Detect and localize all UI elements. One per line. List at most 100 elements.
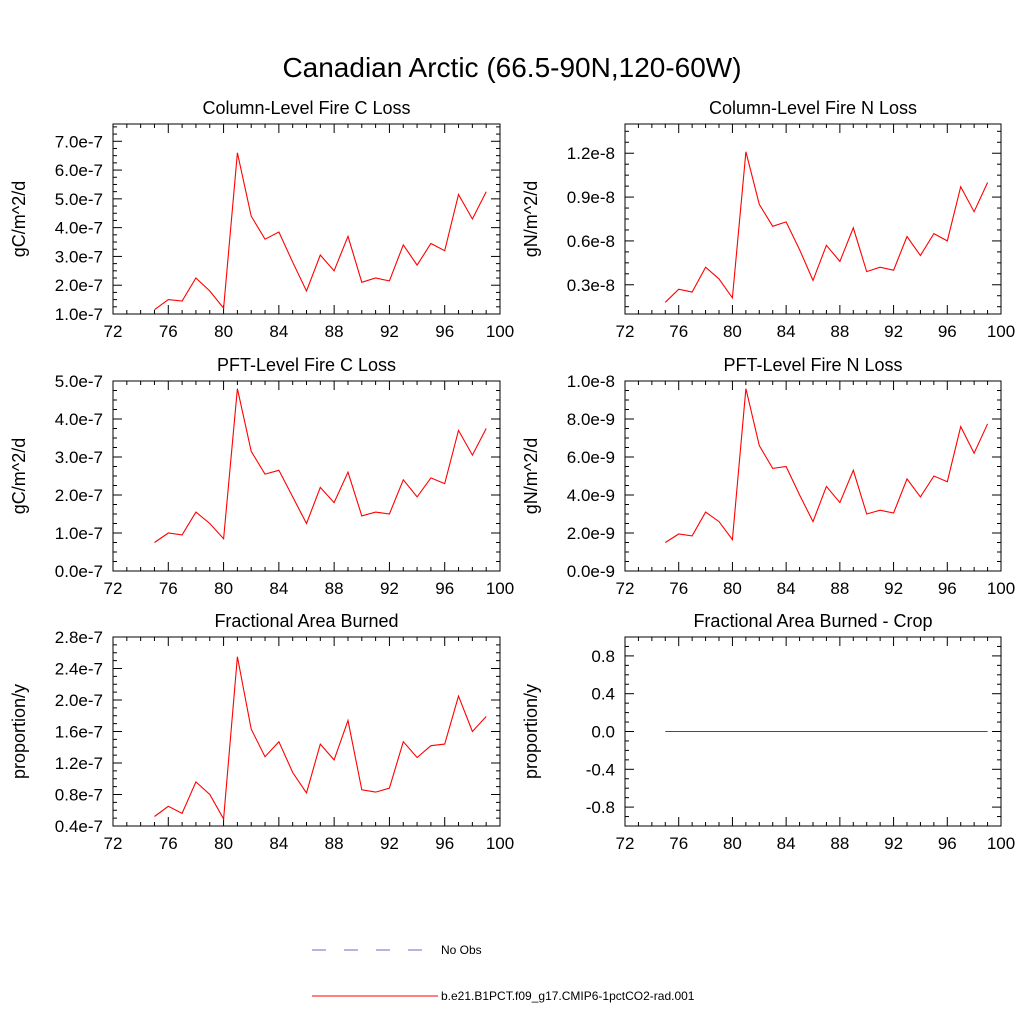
chart-title: Column-Level Fire C Loss xyxy=(202,98,410,118)
x-tick-label: 88 xyxy=(830,322,849,341)
x-tick-label: 84 xyxy=(777,322,796,341)
series-line xyxy=(154,656,487,821)
legend-label: No Obs xyxy=(441,943,482,957)
y-tick-label: 6.0e-9 xyxy=(567,448,615,467)
x-tick-label: 72 xyxy=(104,322,123,341)
x-tick-label: 92 xyxy=(380,579,399,598)
y-tick-label: 5.0e-7 xyxy=(55,190,103,209)
y-tick-label: 0.9e-8 xyxy=(567,188,615,207)
x-tick-label: 80 xyxy=(723,579,742,598)
x-tick-label: 80 xyxy=(723,834,742,853)
x-tick-label: 88 xyxy=(325,322,344,341)
y-tick-label: -0.8 xyxy=(586,798,615,817)
x-tick-label: 76 xyxy=(159,322,178,341)
x-tick-label: 100 xyxy=(486,834,514,853)
y-tick-label: 1.2e-8 xyxy=(567,144,615,163)
y-tick-label: 0.4 xyxy=(591,685,615,704)
x-tick-label: 76 xyxy=(669,579,688,598)
chart-title: PFT-Level Fire N Loss xyxy=(723,355,902,375)
x-tick-label: 84 xyxy=(777,579,796,598)
y-tick-label: 0.8e-7 xyxy=(55,786,103,805)
x-tick-label: 80 xyxy=(214,579,233,598)
chart-panel-5: Fractional Area Burned proportion/y 72 76 80… xyxy=(9,611,514,853)
chart-panels: Column-Level Fire C Loss gC/m^2/d 72 76 80 84… xyxy=(9,98,1015,853)
plot-frame xyxy=(112,380,501,572)
series-line xyxy=(154,388,487,543)
legend: No Obs b.e21.B1PCT.f09_g17.CMIP6-1pctCO2-… xyxy=(312,943,695,1003)
y-tick-label: 0.0 xyxy=(591,723,615,742)
legend-label: b.e21.B1PCT.f09_g17.CMIP6-1pctCO2-rad.00… xyxy=(441,989,695,1003)
x-tick-label: 96 xyxy=(435,834,454,853)
x-tick-label: 100 xyxy=(987,579,1015,598)
x-tick-label: 92 xyxy=(380,322,399,341)
x-tick-label: 100 xyxy=(987,322,1015,341)
x-tick-label: 96 xyxy=(435,579,454,598)
x-tick-label: 92 xyxy=(380,834,399,853)
y-tick-label: 0.0e-9 xyxy=(567,562,615,581)
y-tick-label: 4.0e-7 xyxy=(55,410,103,429)
y-tick-label: 1.2e-7 xyxy=(55,754,103,773)
chart-panel-3: PFT-Level Fire C Loss gC/m^2/d 72 76 80 84 88 9… xyxy=(9,355,514,598)
y-axis-label: gC/m^2/d xyxy=(9,181,29,257)
y-tick-label: 1.0e-7 xyxy=(55,305,103,324)
y-axis-label: gN/m^2/d xyxy=(521,181,541,257)
y-tick-label: 6.0e-7 xyxy=(55,161,103,180)
x-tick-label: 92 xyxy=(884,579,903,598)
y-tick-label: -0.4 xyxy=(586,760,615,779)
chart-title: Fractional Area Burned xyxy=(214,611,398,631)
x-tick-label: 72 xyxy=(616,322,635,341)
x-tick-label: 96 xyxy=(435,322,454,341)
chart-panel-6: Fractional Area Burned - Crop proportion/… xyxy=(521,611,1015,853)
chart-panel-2: Column-Level Fire N Loss gN/m^2/d 72 76 80 84… xyxy=(521,98,1015,341)
y-tick-label: 4.0e-9 xyxy=(567,486,615,505)
y-tick-label: 4.0e-7 xyxy=(55,219,103,238)
y-tick-label: 0.8 xyxy=(591,647,615,666)
chart-title: Column-Level Fire N Loss xyxy=(709,98,917,118)
x-tick-label: 92 xyxy=(884,322,903,341)
x-tick-label: 96 xyxy=(938,322,957,341)
y-tick-label: 3.0e-7 xyxy=(55,247,103,266)
x-tick-label: 76 xyxy=(159,579,178,598)
x-tick-label: 72 xyxy=(616,834,635,853)
x-tick-label: 84 xyxy=(269,834,288,853)
x-tick-label: 88 xyxy=(325,834,344,853)
y-tick-label: 0.4e-7 xyxy=(55,817,103,836)
y-tick-label: 0.6e-8 xyxy=(567,232,615,251)
plot-frame xyxy=(112,636,501,827)
y-tick-label: 2.0e-7 xyxy=(55,691,103,710)
x-tick-label: 80 xyxy=(214,322,233,341)
x-tick-label: 80 xyxy=(723,322,742,341)
x-tick-label: 84 xyxy=(777,834,796,853)
x-tick-label: 92 xyxy=(884,834,903,853)
y-tick-label: 3.0e-7 xyxy=(55,448,103,467)
plot-frame xyxy=(112,123,501,315)
y-tick-label: 1.0e-8 xyxy=(567,372,615,391)
series-line xyxy=(154,152,487,311)
x-tick-label: 88 xyxy=(325,579,344,598)
x-tick-label: 72 xyxy=(104,834,123,853)
chart-title: Fractional Area Burned - Crop xyxy=(693,611,932,631)
x-tick-label: 100 xyxy=(987,834,1015,853)
y-tick-label: 8.0e-9 xyxy=(567,410,615,429)
chart-panel-4: PFT-Level Fire N Loss gN/m^2/d 72 76 80 84 88 9… xyxy=(521,355,1015,598)
x-tick-label: 100 xyxy=(486,579,514,598)
y-tick-label: 2.8e-7 xyxy=(55,628,103,647)
x-tick-label: 88 xyxy=(830,579,849,598)
y-axis-label: gN/m^2/d xyxy=(521,438,541,514)
y-axis-label: proportion/y xyxy=(9,684,29,779)
x-tick-label: 100 xyxy=(486,322,514,341)
x-tick-label: 84 xyxy=(269,322,288,341)
x-tick-label: 96 xyxy=(938,834,957,853)
y-axis-label: proportion/y xyxy=(521,684,541,779)
series-line xyxy=(664,151,989,303)
y-tick-label: 2.0e-9 xyxy=(567,524,615,543)
x-tick-label: 72 xyxy=(616,579,635,598)
series-line xyxy=(665,388,989,543)
x-tick-label: 76 xyxy=(669,834,688,853)
plot-frame xyxy=(624,380,1002,572)
y-tick-label: 7.0e-7 xyxy=(55,132,103,151)
x-tick-label: 84 xyxy=(269,579,288,598)
y-tick-label: 5.0e-7 xyxy=(55,372,103,391)
x-tick-label: 76 xyxy=(159,834,178,853)
